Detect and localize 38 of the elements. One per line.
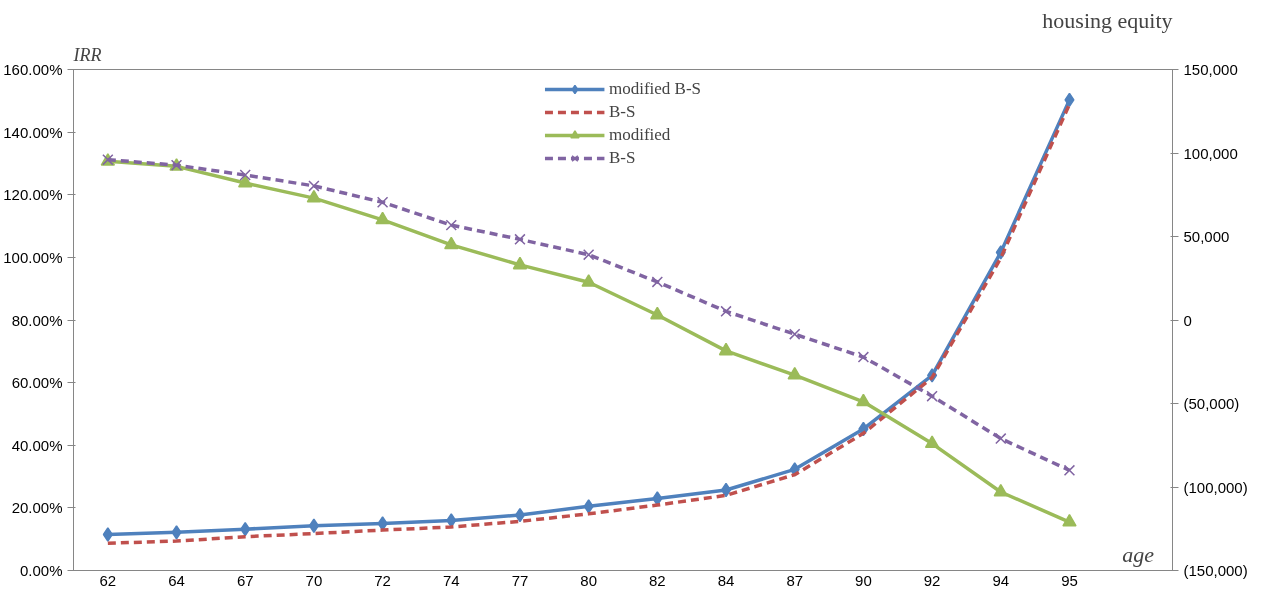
y-tick-label: 60.00% (11, 374, 63, 392)
legend-label: modified (608, 125, 671, 145)
y-tick-label: 160.00% (3, 61, 63, 78)
x-tick-label: 67 (236, 571, 254, 589)
x-tick-label: 84 (717, 571, 735, 589)
x-tick-label: 94 (992, 571, 1010, 589)
x-tick-label: 92 (923, 571, 941, 589)
legend-label: modified B-S (608, 79, 702, 99)
x-tick-label: 90 (855, 571, 872, 589)
y-tick-label: 40.00% (11, 436, 63, 454)
x-tick-label: 74 (442, 571, 460, 589)
y2-tick-label: 50,000 (1183, 228, 1230, 245)
y2-axis-title: housing equity (1042, 7, 1173, 33)
x-tick-label: 77 (511, 571, 529, 589)
y-axis-title: IRR (72, 44, 102, 65)
y-tick-label: 100.00% (3, 248, 63, 266)
y-tick-label: 120.00% (3, 186, 63, 204)
y2-tick-label: (50,000) (1183, 395, 1240, 412)
y2-tick-label: (100,000) (1183, 478, 1248, 496)
x-tick-label: 64 (168, 571, 185, 589)
y2-tick-label: 150,000 (1183, 61, 1238, 78)
y-tick-label: 80.00% (11, 311, 63, 329)
x-tick-label: 82 (649, 571, 666, 589)
x-axis-title: age (1122, 541, 1155, 567)
y2-tick-label: 0 (1183, 311, 1192, 329)
y-tick-label: 140.00% (3, 123, 63, 141)
y-tick-label: 0.00% (19, 562, 63, 579)
x-tick-label: 72 (374, 571, 391, 589)
x-tick-label: 95 (1061, 571, 1078, 589)
x-tick-label: 62 (99, 571, 117, 589)
y2-tick-label: (150,000) (1183, 562, 1248, 579)
y2-tick-label: 100,000 (1183, 144, 1238, 162)
y-tick-label: 20.00% (11, 499, 63, 517)
legend-label: B-S (608, 102, 636, 122)
x-tick-label: 87 (786, 571, 804, 589)
x-tick-label: 70 (305, 571, 323, 589)
legend-label: B-S (608, 148, 636, 168)
x-tick-label: 80 (580, 571, 597, 589)
